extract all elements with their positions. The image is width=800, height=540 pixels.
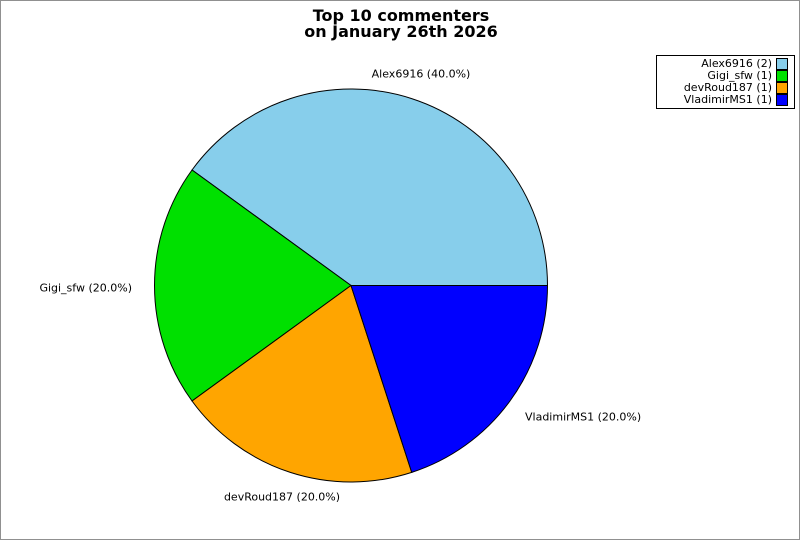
legend-swatch-devroud187 bbox=[776, 82, 788, 94]
legend-label-vladimirms1: VladimirMS1 (1) bbox=[683, 93, 772, 106]
pie-label-alex6916: Alex6916 (40.0%) bbox=[371, 67, 471, 81]
chart-title: Top 10 commenters on January 26th 2026 bbox=[1, 6, 799, 41]
pie-slice-devroud187 bbox=[191, 284, 413, 483]
legend-swatch-gigi-sfw bbox=[776, 70, 788, 82]
pie-slice-alex6916 bbox=[191, 88, 549, 286]
legend-label-devroud187: devRoud187 (1) bbox=[683, 81, 772, 94]
pie-label-vladimirms1: VladimirMS1 (20.0%) bbox=[525, 410, 642, 424]
legend-swatch-alex6916 bbox=[776, 58, 788, 70]
legend-row: devRoud187 (1) bbox=[661, 82, 788, 94]
legend-row: VladimirMS1 (1) bbox=[661, 94, 788, 106]
legend: Alex6916 (2) Gigi_sfw (1) devRoud187 (1)… bbox=[656, 55, 795, 109]
pie-label-gigi-sfw: Gigi_sfw (20.0%) bbox=[39, 281, 132, 295]
chart-title-line2: on January 26th 2026 bbox=[304, 22, 498, 41]
legend-swatch-vladimirms1 bbox=[776, 94, 788, 106]
chart-title-line1: Top 10 commenters bbox=[312, 6, 490, 25]
pie-slice-vladimirms1 bbox=[350, 285, 549, 474]
legend-row: Gigi_sfw (1) bbox=[661, 70, 788, 82]
legend-label-gigi-sfw: Gigi_sfw (1) bbox=[707, 69, 772, 82]
legend-label-alex6916: Alex6916 (2) bbox=[701, 57, 772, 70]
pie-slice-gigi_sfw bbox=[154, 169, 352, 402]
pie-label-devroud187: devRoud187 (20.0%) bbox=[223, 490, 341, 504]
legend-row: Alex6916 (2) bbox=[661, 58, 788, 70]
